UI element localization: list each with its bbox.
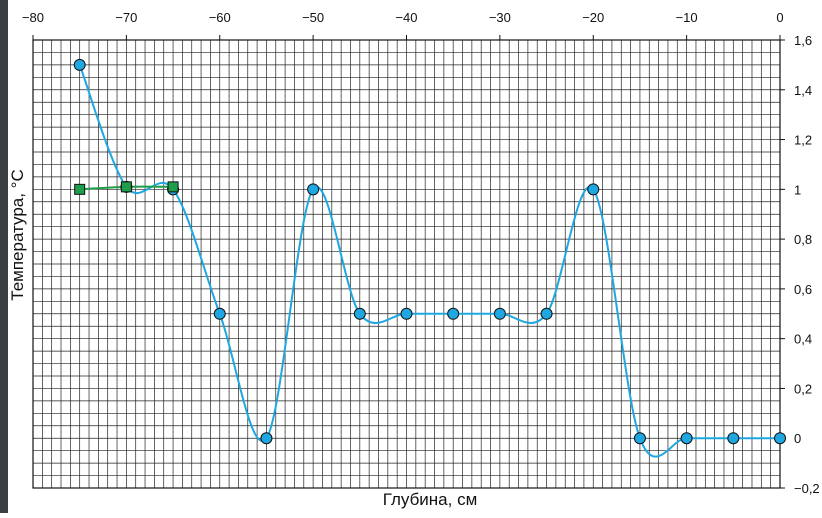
y-tick-label: 1,4 [794, 83, 812, 98]
photo-strip [0, 0, 8, 513]
point [727, 432, 740, 445]
x-tick-label: −40 [395, 10, 417, 25]
point [493, 307, 506, 320]
x-tick-label: −10 [676, 10, 698, 25]
point [167, 181, 179, 193]
x-tick-label: −20 [582, 10, 604, 25]
y-tick-label: 0,4 [794, 332, 812, 347]
y-tick-label: 0,2 [794, 381, 812, 396]
point [587, 183, 600, 196]
y-tick-label: 0,8 [794, 232, 812, 247]
point [400, 307, 413, 320]
point [353, 307, 366, 320]
y-tick-label: 0,6 [794, 282, 812, 297]
point [633, 432, 646, 445]
y-tick-label: 1,6 [794, 33, 812, 48]
x-tick-label: 0 [776, 10, 783, 25]
point [120, 181, 132, 193]
point [680, 432, 693, 445]
point [213, 307, 226, 320]
point [447, 307, 460, 320]
point [74, 183, 86, 195]
x-axis-label: Глубина, см [383, 490, 478, 509]
point [260, 432, 273, 445]
y-axis-label: Температура, °C [8, 169, 27, 300]
y-tick-label: 1,2 [794, 133, 812, 148]
x-tick-label: −80 [22, 10, 44, 25]
y-tick-label: 1 [794, 182, 801, 197]
x-tick-label: −70 [115, 10, 137, 25]
y-tick-label: −0,2 [794, 481, 820, 496]
point [540, 307, 553, 320]
point [307, 183, 320, 196]
point [774, 432, 786, 445]
x-tick-label: −30 [489, 10, 511, 25]
series-line [78, 64, 780, 458]
x-tick-label: −50 [302, 10, 324, 25]
point [73, 58, 86, 71]
y-tick-label: 0 [794, 431, 801, 446]
x-tick-label: −60 [209, 10, 231, 25]
